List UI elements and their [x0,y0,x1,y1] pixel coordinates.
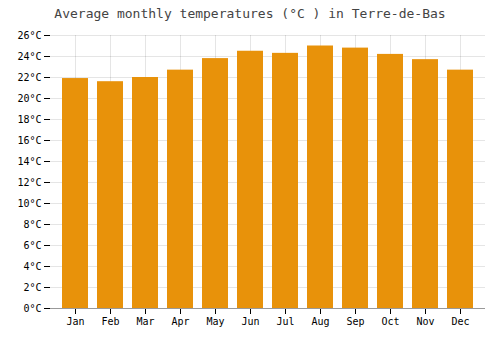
svg-text:Jul: Jul [276,316,294,327]
svg-text:Mar: Mar [136,316,154,327]
svg-text:Oct: Oct [381,316,399,327]
svg-text:0°C: 0°C [23,303,41,314]
svg-text:Sep: Sep [346,316,364,327]
svg-text:26°C: 26°C [17,30,41,41]
svg-text:22°C: 22°C [17,72,41,83]
svg-text:Feb: Feb [101,316,119,327]
svg-text:10°C: 10°C [17,198,41,209]
svg-text:14°C: 14°C [17,156,41,167]
svg-text:8°C: 8°C [23,219,41,230]
svg-text:12°C: 12°C [17,177,41,188]
svg-text:Nov: Nov [416,316,434,327]
svg-text:Jun: Jun [241,316,259,327]
svg-text:20°C: 20°C [17,93,41,104]
svg-text:Apr: Apr [171,316,189,327]
svg-text:18°C: 18°C [17,114,41,125]
svg-text:2°C: 2°C [23,282,41,293]
svg-text:Aug: Aug [311,316,329,327]
svg-text:4°C: 4°C [23,261,41,272]
svg-text:6°C: 6°C [23,240,41,251]
svg-text:16°C: 16°C [17,135,41,146]
html-text:Average monthly temperatures (: Average monthly temperatures (°C ) in Te… [54,6,446,21]
svg-text:Dec: Dec [451,316,469,327]
svg-text:Jan: Jan [66,316,84,327]
svg-text:May: May [206,316,224,327]
svg-text:24°C: 24°C [17,51,41,62]
